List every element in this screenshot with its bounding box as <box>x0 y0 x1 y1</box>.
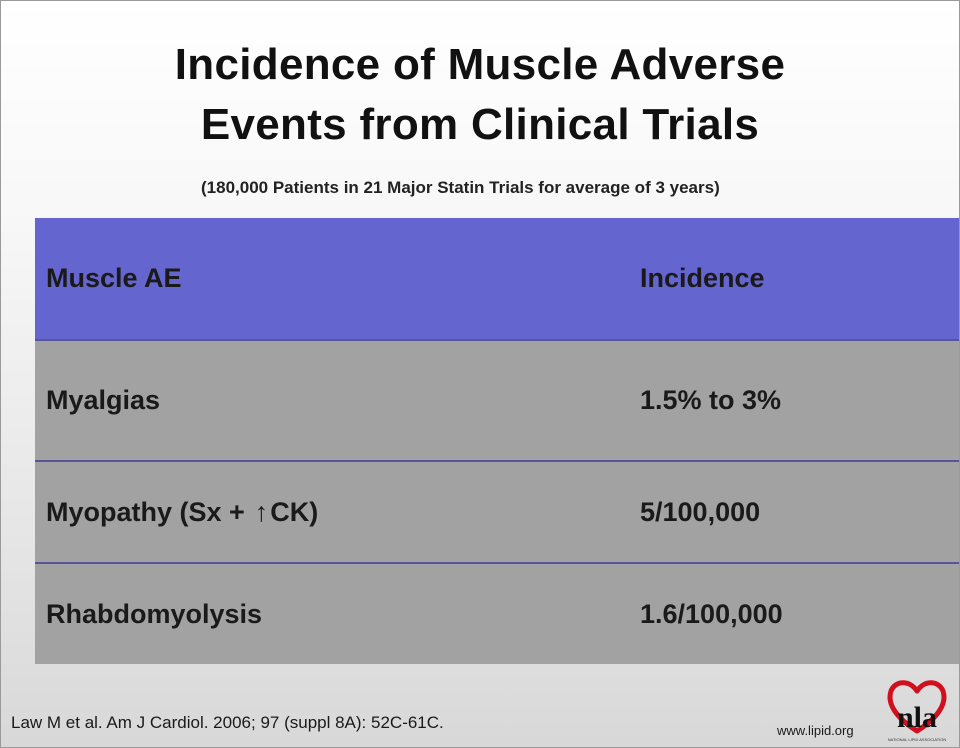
table-row: Rhabdomyolysis 1.6/100,000 <box>35 562 959 664</box>
table-row: Myopathy (Sx + ↑CK) 5/100,000 <box>35 460 959 563</box>
cell-ae-myalgias: Myalgias <box>35 339 516 461</box>
myopathy-ck-label: CK) <box>270 496 319 527</box>
cell-ae-rhabdomyolysis: Rhabdomyolysis <box>35 562 516 664</box>
heart-icon <box>887 680 947 734</box>
header-muscle-ae: Muscle AE <box>46 263 182 293</box>
website-link[interactable]: www.lipid.org <box>777 723 854 738</box>
nla-logo: nla NATIONAL LIPID ASSOCIATION <box>887 680 947 742</box>
cell-incidence-myalgias: 1.5% to 3% <box>516 339 959 461</box>
logo-org-name: NATIONAL LIPID ASSOCIATION <box>888 737 947 742</box>
slide-subtitle: (180,000 Patients in 21 Major Statin Tri… <box>201 178 720 197</box>
myopathy-label: Myopathy (Sx + <box>46 496 245 527</box>
title-line-2: Events from Clinical Trials <box>200 100 760 149</box>
citation: Law M et al. Am J Cardiol. 2006; 97 (sup… <box>11 713 444 732</box>
table-header-row: Muscle AE Incidence <box>35 218 959 340</box>
title-line-1: Incidence of Muscle Adverse <box>174 40 786 89</box>
cell-ae-myopathy: Myopathy (Sx + ↑CK) <box>35 460 516 563</box>
cell-incidence-myopathy: 5/100,000 <box>516 460 959 563</box>
up-arrow-icon: ↑ <box>254 496 269 527</box>
logo-text: nla <box>897 701 937 734</box>
muscle-ae-table: Muscle AE Incidence Myalgias 1.5% to 3% … <box>35 218 959 664</box>
header-incidence: Incidence <box>640 263 765 293</box>
slide-title: Incidence of Muscle Adverse Events from … <box>1 35 959 155</box>
cell-incidence-rhabdomyolysis: 1.6/100,000 <box>516 562 959 664</box>
table-row: Myalgias 1.5% to 3% <box>35 339 959 461</box>
